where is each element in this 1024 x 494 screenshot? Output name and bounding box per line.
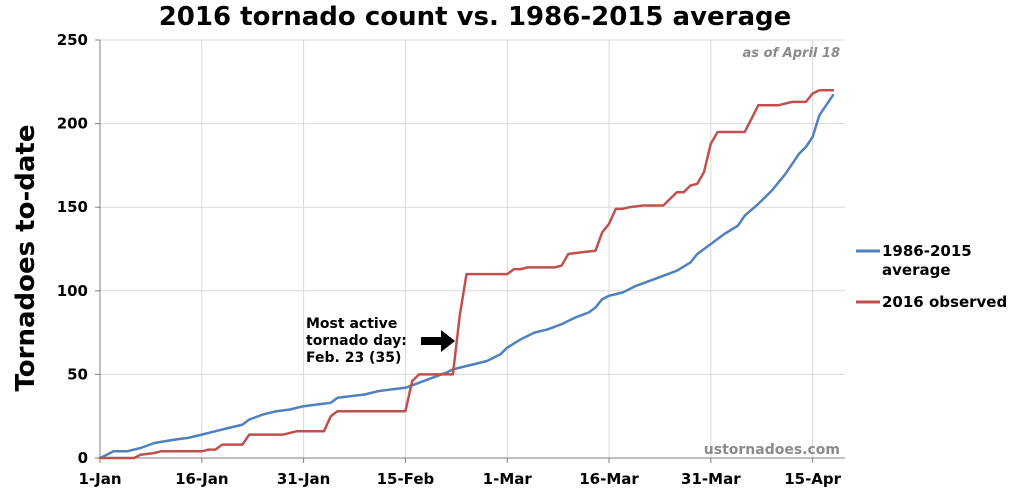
- y-tick-labels: 0 50 100 150 200 250: [57, 31, 88, 467]
- annotation-arrow-icon: [421, 330, 455, 352]
- y-axis-label: Tornadoes to-date: [11, 125, 41, 392]
- y-tick-label-250: 250: [57, 31, 88, 49]
- y-tick-label-0: 0: [78, 449, 88, 467]
- axes: [95, 39, 845, 463]
- x-tick-label-16-Jan: 16-Jan: [175, 470, 228, 488]
- y-tick-label-150: 150: [57, 198, 88, 216]
- x-tick-label-31-Jan: 31-Jan: [277, 470, 330, 488]
- series-lines: [98, 88, 835, 460]
- legend-label-observed: 2016 observed: [882, 293, 1007, 311]
- annotation-line-3: Feb. 23 (35): [306, 350, 401, 366]
- legend-label-average-line-2: average: [882, 261, 951, 279]
- annotation: Most active tornado day: Feb. 23 (35): [306, 316, 455, 366]
- annotation-line-2: tornado day:: [306, 333, 407, 349]
- y-tick-label-200: 200: [57, 115, 88, 133]
- y-tick-label-50: 50: [67, 365, 88, 383]
- legend-label-average-line-1: 1986-2015: [882, 242, 972, 260]
- series-line-average: [98, 93, 835, 460]
- grid-lines: [100, 39, 845, 458]
- annotation-line-1: Most active: [306, 316, 397, 332]
- x-tick-label-16-Mar: 16-Mar: [579, 470, 639, 488]
- x-tick-label-1-Jan: 1-Jan: [78, 470, 121, 488]
- credit-text: ustornadoes.com: [704, 442, 840, 458]
- y-tick-label-100: 100: [57, 282, 88, 300]
- x-tick-label-31-Mar: 31-Mar: [681, 470, 741, 488]
- legend: 1986-2015 average 2016 observed: [856, 242, 1007, 311]
- x-tick-label-15-Apr: 15-Apr: [784, 470, 841, 488]
- series-line-observed: [98, 88, 835, 460]
- x-tick-labels: 1-Jan 16-Jan 31-Jan 15-Feb 1-Mar 16-Mar 31-Mar…: [78, 470, 841, 488]
- as-of-note: as of April 18: [743, 46, 840, 61]
- chart-title: 2016 tornado count vs. 1986-2015 average: [159, 2, 792, 32]
- x-tick-label-15-Feb: 15-Feb: [377, 470, 435, 488]
- x-tick-label-1-Mar: 1-Mar: [483, 470, 533, 488]
